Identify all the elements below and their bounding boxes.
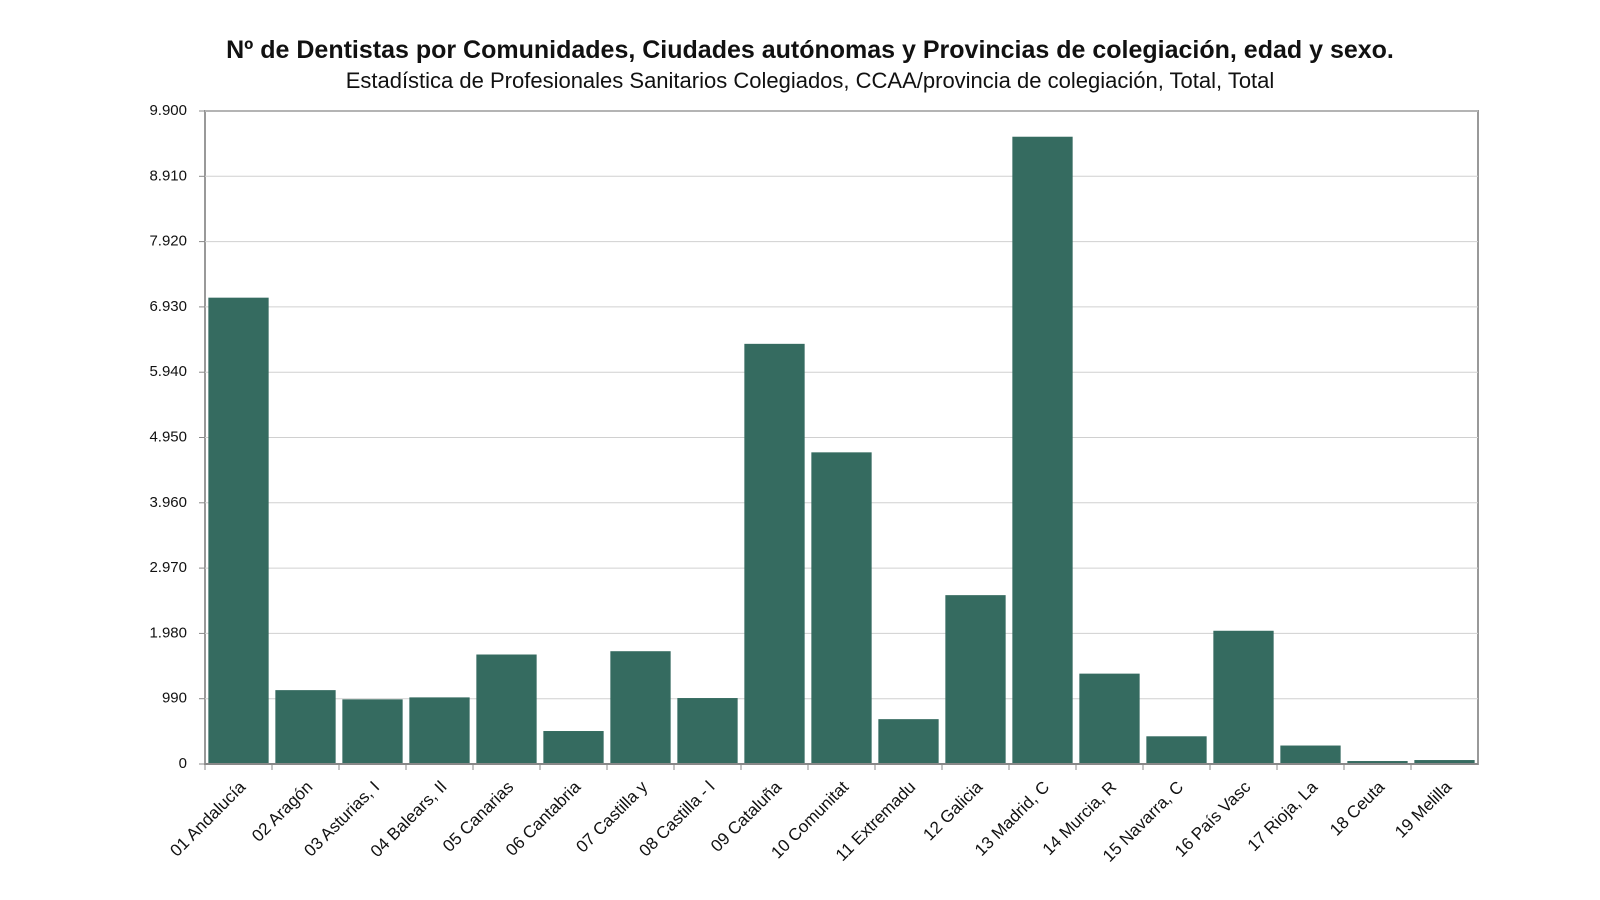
- bar: [744, 343, 805, 764]
- bar: [1414, 760, 1475, 764]
- x-tick-label: 01 Andalucía: [166, 777, 249, 860]
- y-tick-label: 6.930: [149, 298, 187, 315]
- chart-subtitle: Estadística de Profesionales Sanitarios …: [346, 68, 1275, 93]
- x-tick-label: 18 Ceuta: [1326, 777, 1389, 840]
- bar: [610, 651, 671, 764]
- y-tick-label: 3.960: [149, 494, 187, 511]
- y-tick-label: 5.940: [149, 363, 187, 380]
- bar: [409, 697, 470, 764]
- x-tick-label: 12 Galicia: [919, 777, 986, 844]
- chart-title: Nº de Dentistas por Comunidades, Ciudade…: [226, 36, 1394, 64]
- y-tick-label: 990: [162, 690, 187, 707]
- bar: [208, 297, 269, 764]
- bar: [543, 731, 604, 764]
- y-tick-label: 0: [179, 755, 187, 772]
- y-tick-label: 2.970: [149, 559, 187, 576]
- y-tick-label: 4.950: [149, 428, 187, 445]
- bar: [1012, 136, 1073, 764]
- bar: [1146, 736, 1207, 764]
- bar: [476, 654, 537, 764]
- bar: [1280, 745, 1341, 764]
- bar: [945, 595, 1006, 764]
- bar: [1347, 761, 1408, 764]
- bar: [878, 719, 939, 764]
- bar: [811, 452, 872, 764]
- bar: [1079, 673, 1140, 764]
- x-tick-label: 19 Melilla: [1391, 777, 1456, 842]
- bar: [677, 698, 738, 764]
- y-tick-label: 8.910: [149, 167, 187, 184]
- bar: [342, 699, 403, 764]
- y-tick-label: 7.920: [149, 233, 187, 250]
- bar: [275, 690, 336, 764]
- y-tick-label: 1.980: [149, 624, 187, 641]
- bar: [1213, 630, 1274, 764]
- y-tick-label: 9.900: [149, 102, 187, 119]
- x-tick-label: 17 Rioja, La: [1244, 777, 1322, 855]
- x-tick-label: 02 Aragón: [248, 777, 316, 845]
